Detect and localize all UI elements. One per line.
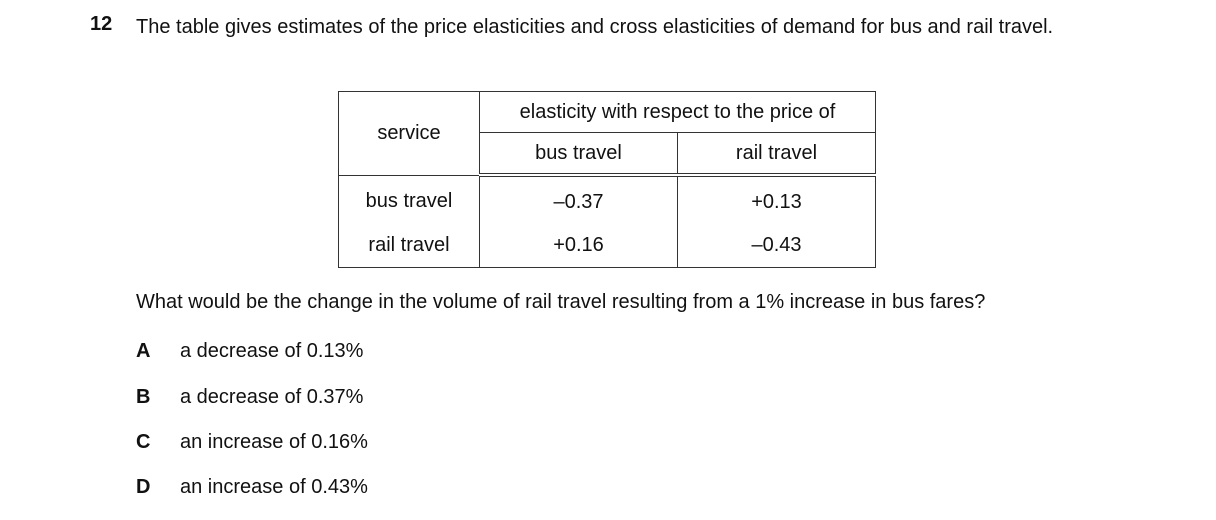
table-cell: bus travel [338,175,480,224]
table-cell: +0.13 [677,175,876,224]
elasticity-table: service elasticity with respect to the p… [338,91,876,268]
header-cell: bus travel [479,132,678,177]
header-cell: service [338,91,480,176]
option-text: an increase of 0.16% [180,431,368,453]
question-text: The table gives estimates of the price e… [136,16,1054,38]
option-text: a decrease of 0.37% [180,386,364,408]
option-letter: B [136,386,151,408]
option-letter: C [136,431,151,453]
prompt: What would be the change in the volume o… [136,291,986,313]
table-cell: rail travel [338,224,480,268]
option-text: a decrease of 0.13% [180,340,364,362]
table-cell: –0.37 [479,175,678,224]
table-cell: –0.43 [677,224,876,268]
option-letter: A [136,340,151,362]
header-cell: elasticity with respect to the price of [479,91,876,133]
table-cell: +0.16 [479,224,678,268]
header-cell: rail travel [677,132,876,177]
option-text: an increase of 0.43% [180,476,368,498]
question-number: 12 [90,13,113,35]
option-letter: D [136,476,151,498]
